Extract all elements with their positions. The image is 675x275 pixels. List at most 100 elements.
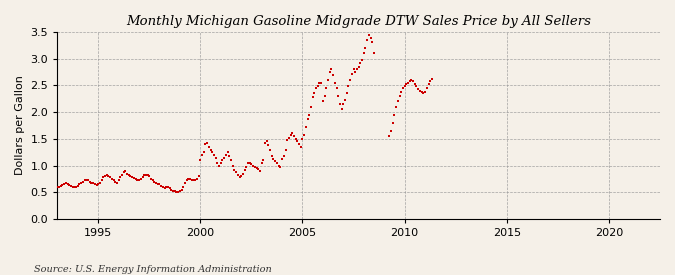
Point [156, 184, 167, 188]
Point [290, 137, 301, 141]
Point [71, 185, 82, 189]
Point [221, 153, 232, 157]
Point [248, 163, 259, 168]
Y-axis label: Dollars per Gallon: Dollars per Gallon [15, 76, 25, 175]
Point [163, 185, 173, 189]
Point [242, 161, 253, 165]
Point [287, 131, 298, 136]
Point [353, 64, 364, 69]
Point [57, 183, 68, 188]
Point [302, 116, 313, 121]
Point [61, 181, 72, 185]
Point [309, 91, 320, 96]
Point [176, 187, 187, 192]
Point [333, 94, 344, 98]
Point [265, 147, 275, 152]
Point [367, 39, 378, 44]
Point [144, 174, 155, 178]
Point [154, 182, 165, 186]
Point [335, 102, 346, 106]
Point [284, 136, 294, 140]
Point [250, 164, 261, 169]
Point [113, 178, 124, 182]
Point [362, 38, 373, 42]
Point [127, 175, 138, 180]
Point [101, 173, 112, 177]
Point [271, 161, 282, 165]
Point [195, 158, 206, 163]
Point [134, 178, 144, 182]
Point [340, 98, 350, 103]
Point [336, 107, 347, 112]
Point [108, 178, 119, 183]
Point [321, 86, 332, 90]
Point [391, 104, 402, 109]
Point [329, 81, 340, 85]
Point [202, 141, 213, 145]
Point [352, 67, 362, 72]
Point [410, 82, 421, 87]
Point [357, 57, 368, 62]
Point [427, 77, 437, 81]
Point [146, 177, 157, 181]
Point [135, 177, 146, 181]
Point [107, 177, 117, 181]
Point [215, 161, 226, 165]
Point [338, 102, 349, 106]
Point [225, 158, 236, 163]
Point [392, 99, 403, 104]
Point [387, 120, 398, 125]
Point [157, 185, 168, 189]
Point [169, 189, 180, 193]
Point [224, 154, 235, 158]
Point [406, 78, 416, 82]
Point [420, 90, 431, 94]
Point [296, 145, 306, 149]
Point [273, 163, 284, 168]
Point [217, 158, 227, 163]
Point [81, 178, 92, 182]
Point [254, 169, 265, 173]
Point [396, 90, 406, 94]
Point [98, 175, 109, 180]
Point [358, 51, 369, 56]
Point [122, 171, 132, 176]
Point [52, 185, 63, 189]
Point [286, 132, 296, 137]
Point [306, 104, 317, 109]
Point [205, 147, 216, 152]
Point [307, 95, 318, 99]
Point [314, 81, 325, 85]
Point [53, 185, 64, 189]
Point [166, 187, 177, 192]
Point [328, 73, 339, 77]
Point [124, 172, 134, 177]
Point [142, 173, 153, 177]
Point [115, 175, 126, 180]
Point [281, 138, 292, 142]
Point [204, 145, 215, 149]
Point [363, 32, 374, 37]
Point [268, 157, 279, 161]
Point [222, 150, 233, 154]
Point [292, 139, 303, 144]
Point [219, 155, 230, 160]
Point [299, 132, 310, 137]
Point [350, 70, 360, 74]
Point [175, 189, 186, 193]
Point [89, 182, 100, 186]
Point [360, 46, 371, 50]
Point [288, 134, 299, 138]
Point [91, 183, 102, 188]
Point [59, 182, 70, 186]
Point [418, 91, 429, 96]
Point [251, 166, 262, 170]
Point [178, 185, 189, 189]
Point [345, 78, 356, 82]
Point [294, 142, 304, 146]
Point [110, 179, 121, 184]
Point [188, 178, 199, 183]
Point [88, 181, 99, 185]
Point [153, 182, 163, 186]
Point [260, 141, 271, 145]
